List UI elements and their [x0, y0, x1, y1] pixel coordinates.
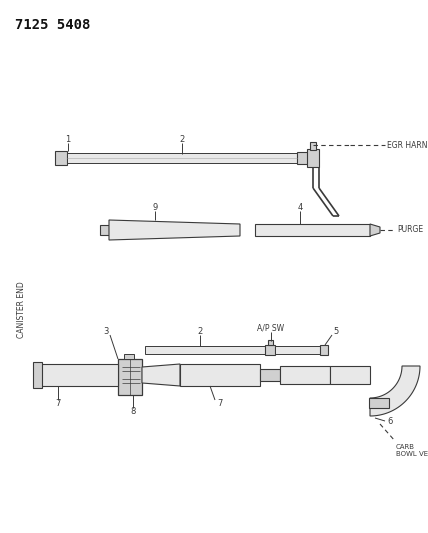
Bar	[100, 225, 109, 235]
Bar	[118, 359, 142, 395]
Bar	[369, 398, 389, 408]
Bar	[260, 369, 280, 381]
Bar	[320, 345, 328, 355]
Text: 4: 4	[297, 204, 303, 213]
Text: 9: 9	[152, 204, 158, 213]
Bar	[67, 153, 297, 163]
Bar	[280, 366, 330, 384]
Text: 7125 5408: 7125 5408	[15, 18, 90, 32]
Bar	[180, 364, 260, 386]
Bar	[33, 362, 42, 388]
Text: CANISTER END: CANISTER END	[18, 281, 27, 338]
Polygon shape	[109, 220, 240, 240]
Bar	[40, 364, 118, 386]
Text: 3: 3	[103, 327, 109, 336]
Text: 2: 2	[179, 135, 184, 144]
Bar	[265, 345, 275, 355]
Text: 5: 5	[333, 327, 339, 336]
Bar	[330, 366, 370, 384]
Text: A/P SW: A/P SW	[257, 324, 285, 333]
Text: 1: 1	[65, 135, 71, 144]
Bar	[307, 149, 319, 167]
Bar	[297, 152, 309, 164]
Text: 2: 2	[197, 327, 202, 336]
Text: EGR HARNESS: EGR HARNESS	[387, 141, 428, 149]
Bar	[145, 346, 265, 354]
Bar	[268, 340, 273, 345]
Bar	[275, 346, 320, 354]
Polygon shape	[370, 224, 380, 236]
Text: 7: 7	[217, 399, 223, 408]
Text: 6: 6	[387, 416, 392, 425]
Text: PURGE: PURGE	[397, 225, 423, 235]
Polygon shape	[142, 364, 180, 386]
Text: 8: 8	[130, 407, 136, 416]
Bar	[255, 224, 370, 236]
Bar	[310, 142, 316, 150]
Polygon shape	[370, 366, 420, 416]
Bar	[55, 151, 67, 165]
Text: 7: 7	[55, 399, 61, 408]
Bar	[124, 354, 134, 359]
Text: CARB
BOWL VENT: CARB BOWL VENT	[396, 444, 428, 457]
